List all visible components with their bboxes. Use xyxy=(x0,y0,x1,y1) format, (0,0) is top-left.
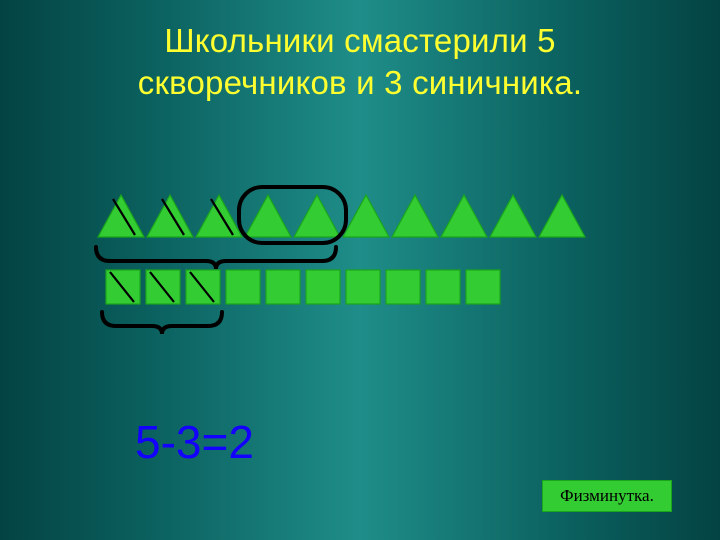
triangle-icon xyxy=(392,195,438,237)
square-icon xyxy=(266,270,300,304)
triangle-icon xyxy=(343,195,389,237)
fizminutka-button[interactable]: Физминутка. xyxy=(542,480,672,512)
triangle-icon xyxy=(196,195,242,237)
triangle-icon xyxy=(539,195,585,237)
under-bracket xyxy=(102,312,222,334)
triangle-icon xyxy=(98,195,144,237)
square-icon xyxy=(306,270,340,304)
square-icon xyxy=(346,270,380,304)
square-icon xyxy=(226,270,260,304)
triangle-icon xyxy=(147,195,193,237)
square-icon xyxy=(386,270,420,304)
slide: Школьники смастерили 5 скворечников и 3 … xyxy=(0,0,720,540)
square-icon xyxy=(466,270,500,304)
triangle-icon xyxy=(441,195,487,237)
triangle-icon xyxy=(490,195,536,237)
shapes-layer xyxy=(0,0,720,540)
equation-text: 5-3=2 xyxy=(135,415,254,469)
square-icon xyxy=(426,270,460,304)
squares-row xyxy=(106,270,500,304)
triangle-icon xyxy=(294,195,340,237)
under-bracket xyxy=(96,247,336,269)
triangle-icon xyxy=(245,195,291,237)
fizminutka-button-label: Физминутка. xyxy=(560,486,654,506)
